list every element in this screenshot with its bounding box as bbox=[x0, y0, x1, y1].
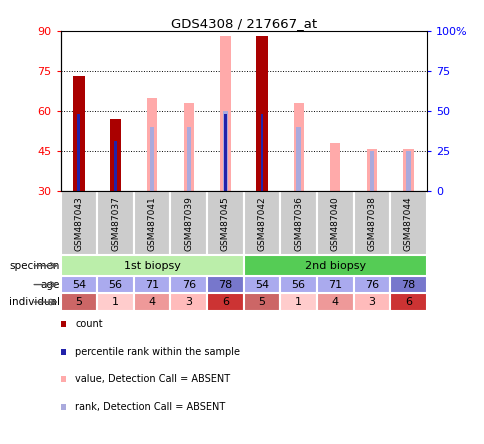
Text: GSM487042: GSM487042 bbox=[257, 196, 266, 251]
Text: 78: 78 bbox=[401, 280, 415, 289]
FancyBboxPatch shape bbox=[389, 191, 426, 255]
Text: value, Detection Call = ABSENT: value, Detection Call = ABSENT bbox=[75, 374, 230, 384]
Bar bbox=[366, 149, 376, 191]
FancyBboxPatch shape bbox=[170, 293, 207, 311]
FancyBboxPatch shape bbox=[207, 276, 243, 293]
Text: age: age bbox=[41, 280, 60, 289]
FancyBboxPatch shape bbox=[243, 255, 426, 276]
FancyBboxPatch shape bbox=[389, 276, 426, 293]
Text: GSM487041: GSM487041 bbox=[147, 196, 156, 251]
FancyBboxPatch shape bbox=[134, 276, 170, 293]
FancyBboxPatch shape bbox=[97, 191, 134, 255]
FancyBboxPatch shape bbox=[353, 276, 389, 293]
Bar bbox=[150, 127, 154, 191]
Bar bbox=[406, 151, 410, 191]
Bar bbox=[109, 119, 121, 191]
FancyBboxPatch shape bbox=[317, 191, 353, 255]
Text: 4: 4 bbox=[331, 297, 338, 307]
Text: GSM487045: GSM487045 bbox=[220, 196, 229, 251]
FancyBboxPatch shape bbox=[207, 191, 243, 255]
Text: 1: 1 bbox=[295, 297, 302, 307]
Bar bbox=[114, 141, 117, 191]
FancyBboxPatch shape bbox=[317, 276, 353, 293]
FancyBboxPatch shape bbox=[243, 191, 280, 255]
Bar bbox=[220, 36, 230, 191]
FancyBboxPatch shape bbox=[97, 276, 134, 293]
Text: 1: 1 bbox=[112, 297, 119, 307]
FancyBboxPatch shape bbox=[134, 191, 170, 255]
Bar bbox=[186, 127, 191, 191]
Text: 54: 54 bbox=[255, 280, 269, 289]
Text: GSM487038: GSM487038 bbox=[366, 196, 376, 251]
FancyBboxPatch shape bbox=[280, 276, 317, 293]
Bar bbox=[369, 151, 373, 191]
FancyBboxPatch shape bbox=[60, 293, 97, 311]
Text: 56: 56 bbox=[291, 280, 305, 289]
FancyBboxPatch shape bbox=[353, 293, 389, 311]
Text: GSM487039: GSM487039 bbox=[184, 196, 193, 251]
FancyBboxPatch shape bbox=[134, 293, 170, 311]
Bar bbox=[183, 103, 194, 191]
Bar bbox=[147, 98, 157, 191]
Text: 71: 71 bbox=[145, 280, 159, 289]
Text: GSM487037: GSM487037 bbox=[111, 196, 120, 251]
Text: 2nd biopsy: 2nd biopsy bbox=[304, 261, 365, 271]
Text: rank, Detection Call = ABSENT: rank, Detection Call = ABSENT bbox=[75, 402, 225, 412]
Bar bbox=[77, 114, 80, 191]
Text: GSM487044: GSM487044 bbox=[403, 196, 412, 251]
Text: 3: 3 bbox=[185, 297, 192, 307]
FancyBboxPatch shape bbox=[389, 293, 426, 311]
FancyBboxPatch shape bbox=[170, 191, 207, 255]
Bar bbox=[296, 127, 300, 191]
Bar bbox=[73, 76, 85, 191]
Text: GSM487040: GSM487040 bbox=[330, 196, 339, 251]
FancyBboxPatch shape bbox=[243, 276, 280, 293]
Text: 71: 71 bbox=[328, 280, 342, 289]
Bar bbox=[293, 103, 303, 191]
Bar bbox=[256, 36, 267, 191]
Text: 6: 6 bbox=[404, 297, 411, 307]
Text: GSM487043: GSM487043 bbox=[74, 196, 83, 251]
Text: 5: 5 bbox=[258, 297, 265, 307]
Text: 54: 54 bbox=[72, 280, 86, 289]
FancyBboxPatch shape bbox=[60, 276, 97, 293]
Text: GSM487036: GSM487036 bbox=[293, 196, 302, 251]
Bar bbox=[223, 111, 227, 191]
Text: percentile rank within the sample: percentile rank within the sample bbox=[75, 347, 240, 357]
Text: 6: 6 bbox=[222, 297, 228, 307]
Text: 76: 76 bbox=[364, 280, 378, 289]
Bar bbox=[403, 149, 413, 191]
FancyBboxPatch shape bbox=[243, 293, 280, 311]
Title: GDS4308 / 217667_at: GDS4308 / 217667_at bbox=[170, 17, 316, 30]
Text: count: count bbox=[75, 319, 103, 329]
Bar bbox=[224, 114, 227, 191]
Text: 3: 3 bbox=[368, 297, 375, 307]
FancyBboxPatch shape bbox=[60, 255, 243, 276]
Text: 1st biopsy: 1st biopsy bbox=[123, 261, 180, 271]
FancyBboxPatch shape bbox=[280, 191, 317, 255]
FancyBboxPatch shape bbox=[207, 293, 243, 311]
Text: 4: 4 bbox=[148, 297, 155, 307]
FancyBboxPatch shape bbox=[97, 293, 134, 311]
FancyBboxPatch shape bbox=[170, 276, 207, 293]
FancyBboxPatch shape bbox=[353, 191, 389, 255]
Text: 78: 78 bbox=[218, 280, 232, 289]
Text: 56: 56 bbox=[108, 280, 122, 289]
Text: individual: individual bbox=[9, 297, 60, 307]
FancyBboxPatch shape bbox=[280, 293, 317, 311]
Text: 76: 76 bbox=[182, 280, 196, 289]
Bar bbox=[260, 114, 263, 191]
FancyBboxPatch shape bbox=[317, 293, 353, 311]
Bar bbox=[330, 143, 340, 191]
Text: 5: 5 bbox=[76, 297, 82, 307]
FancyBboxPatch shape bbox=[60, 191, 97, 255]
Text: specimen: specimen bbox=[10, 261, 60, 271]
